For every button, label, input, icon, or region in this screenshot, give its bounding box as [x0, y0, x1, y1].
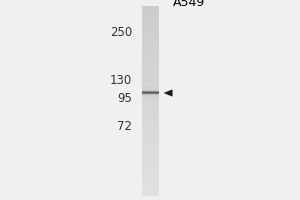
Text: 95: 95 [117, 92, 132, 104]
Polygon shape [164, 89, 172, 97]
Text: 72: 72 [117, 119, 132, 132]
Text: 250: 250 [110, 26, 132, 40]
Text: A549: A549 [173, 0, 205, 9]
Text: 130: 130 [110, 73, 132, 86]
